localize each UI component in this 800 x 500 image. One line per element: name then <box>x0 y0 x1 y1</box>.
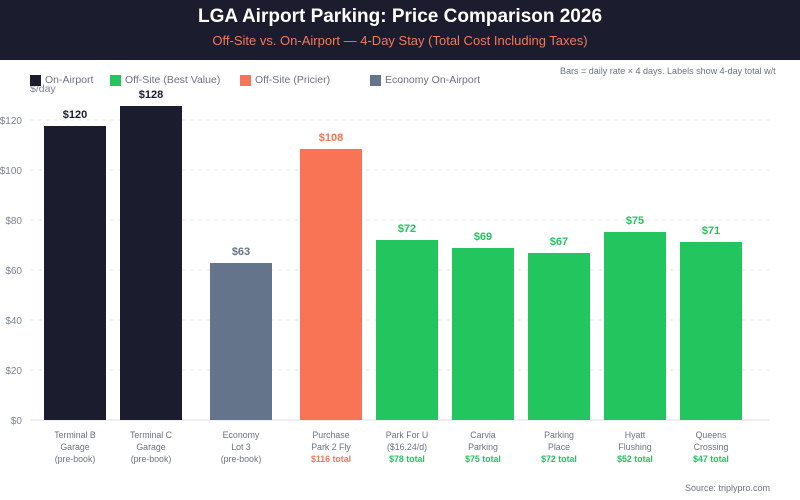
bar <box>604 232 666 420</box>
bar <box>44 126 106 420</box>
x-total-label: $72 total <box>541 454 577 464</box>
bar-value-label: $67 <box>550 236 568 248</box>
x-tick-label: Park 2 Fly <box>311 442 351 452</box>
legend-economy: Economy On-Airport <box>370 74 480 86</box>
x-tick-label: Economy <box>223 430 260 440</box>
x-tick-label: Parking <box>544 430 574 440</box>
bar <box>210 263 272 420</box>
legend-label: Economy On-Airport <box>385 74 481 86</box>
legend-swatch-on-airport <box>30 74 41 86</box>
x-tick-label: Garage <box>136 442 165 452</box>
x-tick-label: (pre-book) <box>221 454 262 464</box>
source-credit: Source: triplypro.com <box>684 483 770 493</box>
x-tick-label: Carvia <box>470 430 496 440</box>
chart-title: LGA Airport Parking: Price Comparison 20… <box>197 6 603 27</box>
x-tick-label: Flushing <box>618 442 651 452</box>
bar <box>528 253 590 420</box>
y-tick-label: $40 <box>5 316 22 327</box>
bar-value-label: $75 <box>626 215 644 227</box>
chart-subtitle: Off-Site vs. On-Airport — 4-Day Stay (To… <box>212 33 588 48</box>
x-tick-label: Lot 3 <box>231 442 251 452</box>
x-tick-label: (pre-book) <box>55 454 96 464</box>
legend-swatch-economy <box>370 74 381 86</box>
y-tick-label: $120 <box>0 116 22 127</box>
x-total-label: $52 total <box>617 454 653 464</box>
y-tick-label: $20 <box>5 366 22 377</box>
x-total-label: $75 total <box>465 454 501 464</box>
y-tick-label: $100 <box>0 166 22 177</box>
y-tick-label: $0 <box>11 416 23 427</box>
x-tick-label: Place <box>548 442 570 452</box>
x-tick-label: Terminal B <box>54 430 96 440</box>
bar <box>680 242 742 420</box>
x-tick-label: Garage <box>60 442 89 452</box>
x-total-label: $47 total <box>693 454 729 464</box>
legend-best-value: Off-Site (Best Value) <box>110 74 220 86</box>
x-tick-label: Parking <box>468 442 498 452</box>
x-tick-label: Park For U <box>386 430 429 440</box>
x-tick-label: Purchase <box>312 430 349 440</box>
bar-value-label: $72 <box>398 223 416 235</box>
bar-value-label: $63 <box>232 246 250 258</box>
legend-swatch-best-value <box>110 74 121 86</box>
legend-pricier: Off-Site (Pricier) <box>240 74 330 86</box>
bar-value-label: $120 <box>63 109 87 121</box>
legend-label: Off-Site (Best Value) <box>125 74 221 86</box>
x-tick-label: Terminal C <box>130 430 173 440</box>
x-tick-label: ($16.24/d) <box>387 442 427 452</box>
bar <box>376 240 438 420</box>
bar-value-label: $71 <box>702 225 720 237</box>
bar <box>452 248 514 420</box>
x-total-label: $78 total <box>389 454 425 464</box>
x-tick-label: Hyatt <box>625 430 646 440</box>
bar-value-label: $108 <box>319 132 343 144</box>
y-tick-label: $60 <box>5 266 22 277</box>
x-tick-label: (pre-book) <box>131 454 172 464</box>
x-tick-label: Crossing <box>694 442 729 452</box>
bar-value-label: $69 <box>474 231 492 243</box>
legend-swatch-pricier <box>240 74 251 86</box>
y-tick-label: $80 <box>5 216 22 227</box>
chart-note: Bars = daily rate × 4 days. Labels show … <box>560 66 776 76</box>
legend-label: On-Airport <box>45 74 94 86</box>
legend-label: Off-Site (Pricier) <box>255 74 331 86</box>
x-tick-label: Queens <box>696 430 727 440</box>
bar <box>120 106 182 420</box>
bar <box>300 149 362 420</box>
chart-header: LGA Airport Parking: Price Comparison 20… <box>0 0 800 60</box>
x-total-label: $116 total <box>311 454 351 464</box>
bar-value-label: $128 <box>139 89 163 101</box>
y-axis-label: $/day <box>30 83 56 95</box>
legend-on-airport: On-Airport <box>30 74 93 86</box>
